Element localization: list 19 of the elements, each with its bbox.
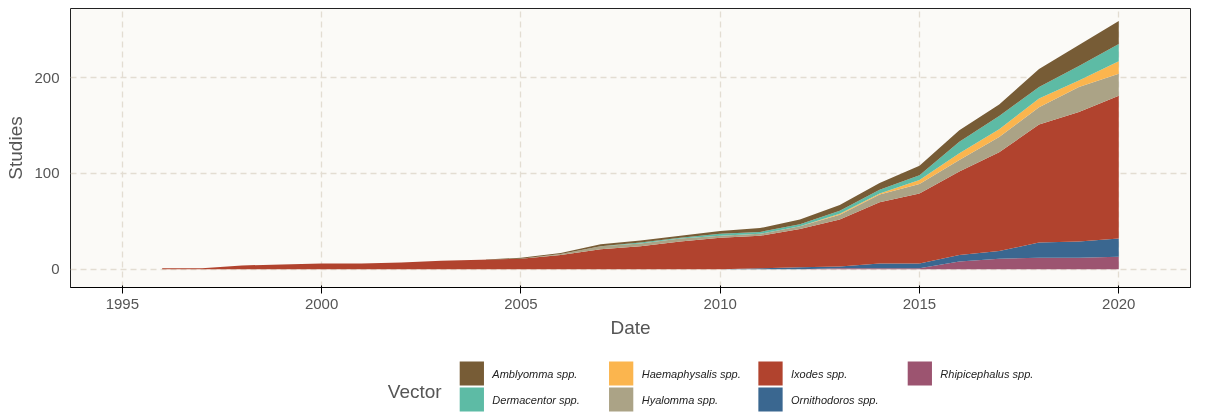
x-tick-label: 1995 xyxy=(105,294,140,312)
legend-title: Vector xyxy=(387,381,443,402)
legend-label: Hyalomma spp. xyxy=(641,393,719,406)
x-tick-label: 2005 xyxy=(504,294,538,312)
legend-label: Ornithodoros spp. xyxy=(791,393,879,406)
y-tick-label: 100 xyxy=(34,164,60,182)
x-axis-title: Date xyxy=(610,316,651,338)
legend-label: Rhipicephalus spp. xyxy=(940,367,1034,380)
x-tick-label: 2020 xyxy=(1102,294,1136,312)
legend-label: Ixodes spp. xyxy=(791,367,848,380)
y-axis-title: Studies xyxy=(5,116,27,180)
y-tick-label: 0 xyxy=(51,260,60,278)
x-tick-label: 2010 xyxy=(703,294,737,312)
legend-label: Amblyomma spp. xyxy=(491,367,578,380)
x-tick-label: 2015 xyxy=(902,294,937,312)
legend-label: Dermacentor spp. xyxy=(492,393,580,406)
legend-label: Haemaphysalis spp. xyxy=(641,367,741,380)
y-tick-label: 200 xyxy=(34,68,60,86)
x-tick-label: 2000 xyxy=(304,294,339,312)
